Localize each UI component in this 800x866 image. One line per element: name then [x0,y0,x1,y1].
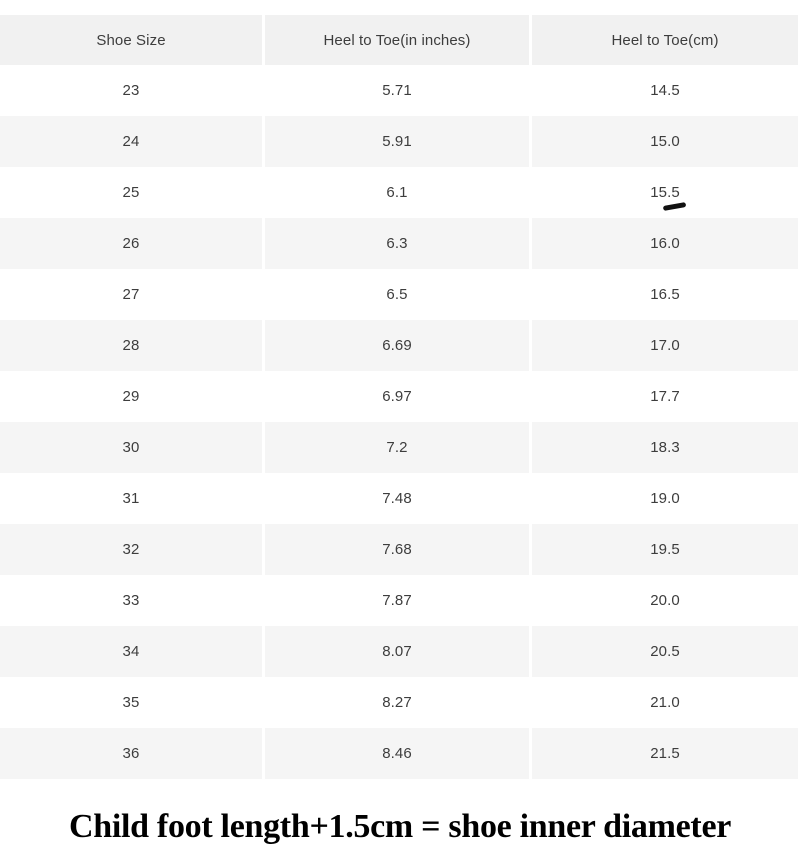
table-cell: 21.0 [532,677,798,728]
cell-value: 20.0 [650,592,680,609]
table-cell: 7.2 [265,422,529,473]
cell-value: 6.69 [382,337,412,354]
table-cell: 16.5 [532,269,798,320]
table-cell: 19.0 [532,473,798,524]
cell-value: 33 [122,592,140,609]
cell-value: 18.3 [650,439,680,456]
table-cell: 5.91 [265,116,529,167]
table-cell: 8.07 [265,626,529,677]
cell-value: 5.91 [382,133,412,150]
cell-value: 8.07 [382,643,412,660]
cell-value: 36 [122,745,140,762]
cell-value: 21.5 [650,745,680,762]
cell-value: 20.5 [650,643,680,660]
table-cell: 7.87 [265,575,529,626]
header-cell-1: Heel to Toe(in inches) [265,15,529,65]
cell-value: 19.5 [650,541,680,558]
cell-value: 8.27 [382,694,412,711]
table-cell: 6.97 [265,371,529,422]
cell-value: 30 [122,439,140,456]
table-cell: 24 [0,116,262,167]
table-cell: 33 [0,575,262,626]
cell-value: 28 [122,337,140,354]
cell-value: 7.68 [382,541,412,558]
cell-value: 29 [122,388,140,405]
table-cell: 21.5 [532,728,798,779]
table-cell: 34 [0,626,262,677]
table-cell: 17.0 [532,320,798,371]
cell-value: 17.7 [650,388,680,405]
cell-value: 15.5 [650,184,680,201]
table-cell: 31 [0,473,262,524]
cell-value: 24 [122,133,140,150]
table-cell: 20.0 [532,575,798,626]
table-cell: 7.68 [265,524,529,575]
cell-value: 14.5 [650,82,680,99]
table-cell: 14.5 [532,65,798,116]
table-cell: 23 [0,65,262,116]
hand-drawn-dash-mark [662,201,686,210]
cell-value: 17.0 [650,337,680,354]
table-cell: 6.69 [265,320,529,371]
shoe-size-table: Shoe Size Heel to Toe(in inches) Heel to T… [0,15,798,779]
table-cell: 17.7 [532,371,798,422]
cell-value: 32 [122,541,140,558]
cell-value: 6.97 [382,388,412,405]
table-cell: 18.3 [532,422,798,473]
table-cell: 27 [0,269,262,320]
table-cell: 16.0 [532,218,798,269]
cell-value: 16.0 [650,235,680,252]
table-cell: 8.46 [265,728,529,779]
table-cell: 26 [0,218,262,269]
cell-value: 7.2 [386,439,408,456]
cell-value: 6.5 [386,286,408,303]
cell-value: 19.0 [650,490,680,507]
cell-value: 31 [122,490,140,507]
table-cell: 35 [0,677,262,728]
cell-value: 27 [122,286,140,303]
table-cell: 19.5 [532,524,798,575]
cell-value: 34 [122,643,140,660]
cell-value: 7.48 [382,490,412,507]
table-cell: 15.0 [532,116,798,167]
table-cell: 20.5 [532,626,798,677]
cell-value: 7.87 [382,592,412,609]
header-cell-2: Heel to Toe(cm) [532,15,798,65]
table-cell: 8.27 [265,677,529,728]
cell-value: 35 [122,694,140,711]
table-cell: 36 [0,728,262,779]
table-cell: 7.48 [265,473,529,524]
table-cell: 32 [0,524,262,575]
cell-value: 16.5 [650,286,680,303]
table-cell: 6.5 [265,269,529,320]
table-cell: 5.71 [265,65,529,116]
table-cell: 25 [0,167,262,218]
cell-value: 5.71 [382,82,412,99]
cell-value: 8.46 [382,745,412,762]
table-cell: 28 [0,320,262,371]
cell-value: 15.0 [650,133,680,150]
table-cell: 6.3 [265,218,529,269]
table-cell: 6.1 [265,167,529,218]
cell-value: 23 [122,82,140,99]
table-cell: 30 [0,422,262,473]
cell-value: 21.0 [650,694,680,711]
table-cell: 29 [0,371,262,422]
cell-value: 6.1 [386,184,408,201]
cell-value: 6.3 [386,235,408,252]
header-cell-0: Shoe Size [0,15,262,65]
cell-value: 26 [122,235,140,252]
cell-value: 25 [122,184,140,201]
table-cell: 15.5 [532,167,798,218]
table-caption: Child foot length+1.5cm = shoe inner dia… [68,808,732,845]
